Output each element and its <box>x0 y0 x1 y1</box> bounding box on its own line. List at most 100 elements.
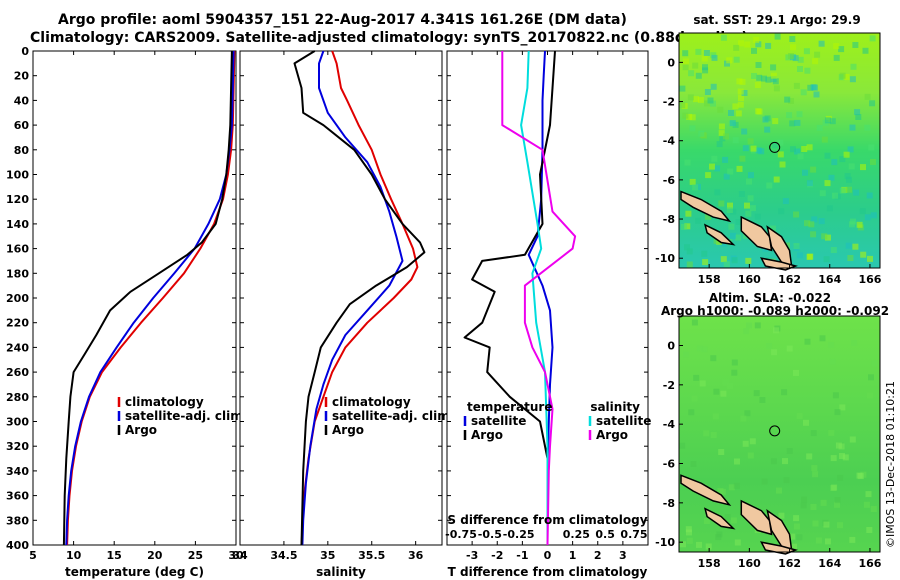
map-pixel <box>850 63 857 70</box>
map-pixel <box>742 440 749 447</box>
series-line-climatology <box>300 50 419 546</box>
map-pixel <box>839 404 846 411</box>
imos-credit: ©IMOS 13-Dec-2018 01:10:21 <box>884 381 897 548</box>
map-pixel <box>810 231 817 238</box>
map-y-tick-label: -10 <box>655 252 675 265</box>
map-pixel <box>796 252 803 259</box>
depth-tick-label: 360 <box>6 490 29 503</box>
map-pixel <box>778 512 785 519</box>
map-pixel <box>869 100 876 107</box>
map-pixel <box>793 211 800 218</box>
map-pixel <box>864 124 871 131</box>
map-pixel <box>773 85 780 92</box>
map-pixel <box>714 165 721 172</box>
legend-label: climatology <box>125 395 204 409</box>
map-pixel <box>847 146 854 153</box>
depth-tick-label: 140 <box>6 218 29 231</box>
map-pixel <box>704 89 711 95</box>
island-coastline <box>703 223 736 246</box>
depth-tick-label: 320 <box>6 440 29 453</box>
map-pixel <box>839 72 846 79</box>
map-pixel <box>777 151 784 158</box>
map-pixel <box>730 517 737 524</box>
map-pixel <box>865 491 872 498</box>
map-pixel <box>701 346 708 353</box>
map-pixel <box>794 119 801 126</box>
map-pixel <box>846 186 852 193</box>
map-pixel <box>847 255 854 261</box>
map-pixel <box>728 110 734 116</box>
map-pixel <box>860 164 866 171</box>
map-pixel <box>825 538 831 545</box>
map-pixel <box>870 212 877 219</box>
map-pixel <box>747 452 754 459</box>
map-pixel <box>737 101 744 108</box>
map-pixel <box>747 195 754 202</box>
map-pixel <box>686 537 693 544</box>
map-pixel <box>810 166 817 173</box>
map-pixel <box>804 67 811 74</box>
map-pixel <box>828 429 835 436</box>
map-pixel <box>797 56 804 63</box>
map-pixel <box>819 335 826 342</box>
map-y-tick-label: -8 <box>663 497 675 510</box>
map-pixel <box>727 168 734 175</box>
map-pixel <box>834 501 840 508</box>
map-y-tick-label: -6 <box>663 458 676 471</box>
map-pixel <box>793 523 800 530</box>
map-pixel <box>755 62 762 68</box>
map-pixel <box>754 322 761 329</box>
map-pixel <box>765 42 772 49</box>
map-pixel <box>859 208 866 215</box>
map-pixel <box>811 465 818 472</box>
map-pixel <box>680 541 686 548</box>
map-pixel <box>848 163 855 170</box>
map-y-tick-label: -4 <box>663 418 676 431</box>
map-pixel <box>786 448 793 454</box>
map-pixel <box>849 436 856 443</box>
map-pixel <box>705 213 711 220</box>
map-pixel <box>818 40 825 47</box>
map-pixel <box>832 192 839 199</box>
map-pixel <box>831 484 838 491</box>
map-pixel <box>761 75 767 82</box>
map-pixel <box>715 534 722 541</box>
map-pixel <box>732 137 739 144</box>
map-pixel <box>866 192 873 199</box>
depth-tick-label: 100 <box>6 169 29 182</box>
map-pixel <box>713 388 720 395</box>
map-pixel <box>843 74 850 80</box>
map-pixel <box>686 113 693 120</box>
map-pixel <box>736 78 743 85</box>
map-pixel <box>770 64 777 71</box>
map-pixel <box>801 146 808 152</box>
map-pixel <box>714 189 721 196</box>
map-pixel <box>718 449 725 455</box>
map-pixel <box>695 48 702 55</box>
map-pixel <box>804 338 811 345</box>
map-pixel <box>718 130 725 137</box>
map-pixel <box>842 454 849 461</box>
depth-tick-label: 40 <box>14 94 30 107</box>
map-pixel <box>793 82 800 89</box>
legend-title-temperature: temperature <box>467 400 552 414</box>
map-pixel <box>723 173 730 180</box>
map-x-tick-label: 158 <box>698 273 721 286</box>
depth-tick-label: 400 <box>6 539 29 552</box>
legend-label: Argo <box>471 428 503 442</box>
map-y-tick-label: -8 <box>663 213 675 226</box>
map-pixel <box>839 187 846 194</box>
map-pixel <box>751 73 757 79</box>
map-pixel <box>745 210 752 217</box>
map-pixel <box>790 146 796 153</box>
map-pixel <box>812 58 819 65</box>
map-y-tick-label: 0 <box>667 56 675 69</box>
map-pixel <box>820 499 827 506</box>
map-pixel <box>807 84 814 91</box>
map-pixel <box>782 458 788 465</box>
map-pixel <box>703 430 710 437</box>
map-pixel <box>746 178 752 185</box>
map-pixel <box>683 58 689 65</box>
map-pixel <box>701 250 708 257</box>
map-pixel <box>684 159 691 166</box>
